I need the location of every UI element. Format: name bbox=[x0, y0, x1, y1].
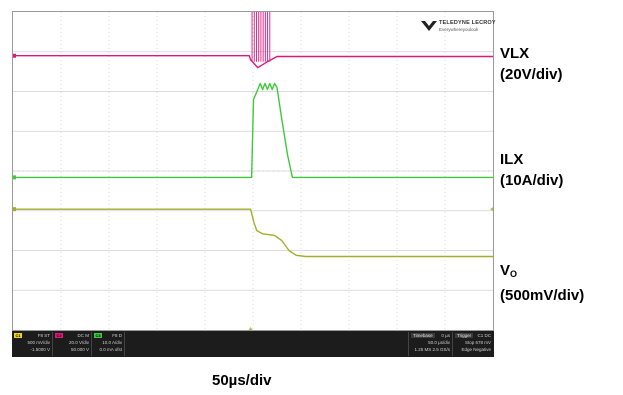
timebase-box[interactable]: Timebase 0 µs 50.0 µs/div 1.25 MS 2.5 GS… bbox=[408, 332, 452, 356]
channel-c3-box[interactable]: C3 F8 D 10.0 A/div 0.0 mA ofst bbox=[93, 332, 125, 356]
vo-scale: (500mV/div) bbox=[500, 287, 585, 304]
traces bbox=[13, 12, 493, 258]
oscilloscope-screen: TELEDYNE LECROY Everywhereyoulook bbox=[12, 11, 496, 331]
status-bar: C1 F8 ST 500 mV/div -1.5000 V C2 DC M 20… bbox=[12, 331, 494, 357]
marker-ilx bbox=[13, 175, 16, 180]
channel-c2-scale: 20.0 V/div bbox=[68, 340, 89, 345]
trigger-level: Stop 678 mV bbox=[464, 340, 491, 345]
trigger-box[interactable]: Trigger C1 DC Stop 678 mV Edge Negative bbox=[452, 332, 493, 356]
trace-vlx bbox=[13, 55, 493, 69]
channel-markers bbox=[13, 53, 493, 330]
graticule bbox=[13, 12, 493, 330]
channel-c3-offset: 0.0 mA ofst bbox=[99, 347, 122, 352]
logo-mark-icon bbox=[421, 21, 437, 31]
ilx-name: ILX bbox=[500, 151, 524, 168]
channel-c1-scale: 500 mV/div bbox=[27, 340, 50, 345]
timebase-rate: 1.25 MS 2.5 GS/s bbox=[414, 347, 450, 352]
channel-c1-offset: -1.5000 V bbox=[30, 347, 50, 352]
trace-vo bbox=[13, 208, 493, 258]
channel-c1-box[interactable]: C1 F8 ST 500 mV/div -1.5000 V bbox=[13, 332, 53, 356]
ilx-label: ILX (10A/div) bbox=[500, 149, 563, 191]
trigger-header: Trigger bbox=[455, 333, 474, 338]
trace-ilx bbox=[13, 82, 493, 179]
vlx-name: VLX bbox=[500, 45, 530, 62]
channel-c2-box[interactable]: C2 DC M 20.0 V/div 50.000 V bbox=[54, 332, 92, 356]
trigger-source: C1 DC bbox=[477, 333, 491, 338]
channel-c2-mode: DC M bbox=[77, 333, 90, 338]
logo-tagline: Everywhereyoulook bbox=[439, 27, 479, 32]
waveform-plot bbox=[13, 12, 493, 330]
channel-c2-tag: C2 bbox=[55, 333, 63, 338]
teledyne-lecroy-logo: TELEDYNE LECROY Everywhereyoulook bbox=[419, 18, 496, 38]
timebase-label: 50µs/div bbox=[212, 372, 272, 389]
channel-c2-offset: 50.000 V bbox=[70, 347, 89, 352]
marker-vo bbox=[13, 207, 16, 212]
timebase-header: Timebase bbox=[411, 333, 435, 338]
logo-brand: TELEDYNE LECROY bbox=[439, 20, 496, 26]
trigger-level-marker bbox=[490, 207, 493, 212]
channel-c3-scale: 10.0 A/div bbox=[102, 340, 122, 345]
marker-vlx bbox=[13, 53, 16, 58]
timebase-scale: 50.0 µs/div bbox=[428, 340, 450, 345]
channel-c3-mode: F8 D bbox=[112, 333, 122, 338]
timebase-delay: 0 µs bbox=[441, 333, 450, 338]
vo-name: VO bbox=[500, 262, 518, 279]
trigger-position-marker bbox=[248, 327, 253, 330]
trigger-slope: Edge Negative bbox=[461, 347, 491, 352]
vlx-label: VLX (20V/div) bbox=[500, 43, 563, 85]
vlx-scale: (20V/div) bbox=[500, 66, 563, 83]
vo-subscript: O bbox=[510, 269, 518, 279]
channel-c3-tag: C3 bbox=[94, 333, 102, 338]
channel-c1-mode: F8 ST bbox=[37, 333, 50, 338]
ilx-scale: (10A/div) bbox=[500, 172, 564, 189]
vo-label: VO (500mV/div) bbox=[500, 260, 584, 306]
channel-c1-tag: C1 bbox=[14, 333, 22, 338]
